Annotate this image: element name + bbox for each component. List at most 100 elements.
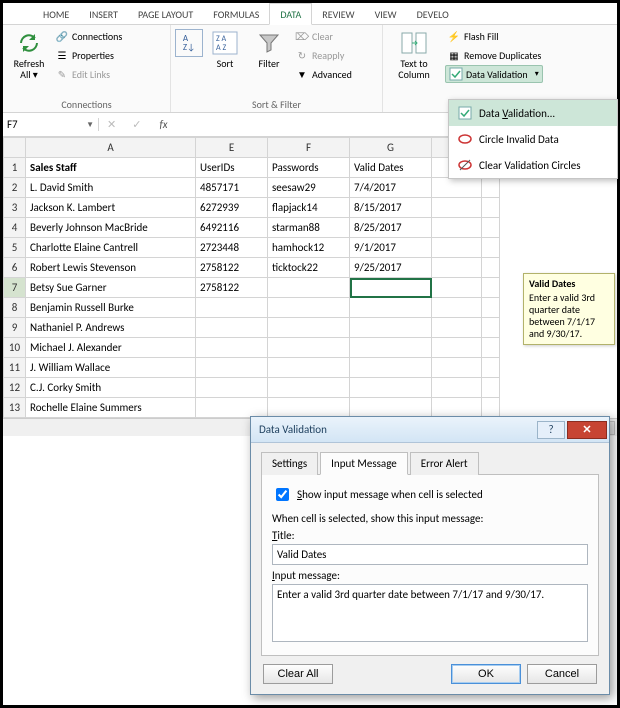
cell[interactable]: 8/25/2017 [350,218,432,238]
cell[interactable] [482,358,500,378]
cell[interactable] [482,198,500,218]
cell[interactable]: Passwords [268,158,350,178]
cell[interactable] [432,218,482,238]
cell[interactable] [196,378,268,398]
cell[interactable]: Rochelle Elaine Summers [26,398,196,418]
menu-data-validation[interactable]: Data Validation... [449,100,617,126]
cell[interactable]: 9/25/2017 [350,258,432,278]
cell[interactable] [482,218,500,238]
cell[interactable]: ticktock22 [268,258,350,278]
cell[interactable] [268,278,350,298]
refresh-all-button[interactable]: Refresh All ▾ [9,27,49,80]
text-to-columns-button[interactable]: Text to Column [389,27,439,80]
sort-button[interactable]: Z AA Z Sort [205,27,245,69]
row-header[interactable]: 6 [4,258,26,278]
col-header-G[interactable]: G [350,138,432,158]
cell[interactable] [350,398,432,418]
title-input[interactable] [272,544,588,565]
cell[interactable] [432,338,482,358]
cell[interactable] [350,278,432,298]
cell[interactable] [432,378,482,398]
advanced-filter-button[interactable]: ▼Advanced [293,65,354,83]
ok-button[interactable]: OK [451,664,521,684]
cell[interactable] [432,298,482,318]
cell[interactable]: UserIDs [196,158,268,178]
cell[interactable] [196,318,268,338]
cell[interactable] [268,398,350,418]
cell[interactable]: 9/1/2017 [350,238,432,258]
edit-links-button[interactable]: ✎Edit Links [53,65,124,83]
cell[interactable] [350,318,432,338]
cell[interactable] [432,198,482,218]
cell[interactable]: Michael J. Alexander [26,338,196,358]
row-header[interactable]: 1 [4,158,26,178]
cell[interactable] [482,298,500,318]
select-all-corner[interactable] [4,138,26,158]
cell[interactable] [350,338,432,358]
cell[interactable]: Beverly Johnson MacBride [26,218,196,238]
tab-view[interactable]: VIEW [365,4,407,24]
cell[interactable] [482,378,500,398]
dialog-help-button[interactable]: ? [537,421,565,439]
row-header[interactable]: 4 [4,218,26,238]
cell[interactable] [482,278,500,298]
cell[interactable]: Robert Lewis Stevenson [26,258,196,278]
name-box[interactable]: F7▼ [3,118,99,131]
cell[interactable]: 6272939 [196,198,268,218]
flash-fill-button[interactable]: ⚡Flash Fill [445,27,543,45]
cell[interactable]: Benjamin Russell Burke [26,298,196,318]
cell[interactable] [482,338,500,358]
cell[interactable] [482,238,500,258]
sort-az-button[interactable]: AZ↓ [177,27,201,57]
cell[interactable] [432,258,482,278]
cell[interactable] [432,238,482,258]
tab-page-layout[interactable]: PAGE LAYOUT [128,4,203,24]
cancel-formula-icon[interactable]: ✕ [99,118,124,131]
tab-insert[interactable]: INSERT [79,4,128,24]
cell[interactable] [196,398,268,418]
cell[interactable] [482,178,500,198]
clear-all-button[interactable]: Clear All [263,664,333,684]
cell[interactable]: L. David Smith [26,178,196,198]
cell[interactable] [482,318,500,338]
cell[interactable]: Nathaniel P. Andrews [26,318,196,338]
data-validation-split-button[interactable]: Data Validation ▾ [445,65,543,83]
cell[interactable] [432,358,482,378]
cell[interactable]: 7/4/2017 [350,178,432,198]
row-header[interactable]: 7 [4,278,26,298]
cell[interactable]: 2758122 [196,258,268,278]
cell[interactable]: 2758122 [196,278,268,298]
cell[interactable]: Sales Staff [26,158,196,178]
reapply-button[interactable]: ↻Reapply [293,46,354,64]
fx-icon[interactable]: fx [149,118,177,131]
dialog-titlebar[interactable]: Data Validation ? ✕ [251,417,609,443]
cell[interactable] [268,338,350,358]
show-input-message-checkbox[interactable] [276,488,289,501]
tab-developer[interactable]: DEVELO [407,4,459,24]
col-header-F[interactable]: F [268,138,350,158]
cell[interactable] [196,298,268,318]
cell[interactable]: J. William Wallace [26,358,196,378]
dialog-tab-error-alert[interactable]: Error Alert [410,452,479,475]
cancel-button[interactable]: Cancel [527,664,597,684]
dialog-tab-input-message[interactable]: Input Message [320,452,408,475]
row-header[interactable]: 8 [4,298,26,318]
row-header[interactable]: 9 [4,318,26,338]
cell[interactable]: Valid Dates [350,158,432,178]
clear-filter-button[interactable]: ⌦Clear [293,27,354,45]
cell[interactable]: 4857171 [196,178,268,198]
cell[interactable]: Jackson K. Lambert [26,198,196,218]
cell[interactable] [268,358,350,378]
col-header-E[interactable]: E [196,138,268,158]
row-header[interactable]: 12 [4,378,26,398]
cell[interactable] [196,338,268,358]
cell[interactable] [482,258,500,278]
col-header-A[interactable]: A [26,138,196,158]
row-header[interactable]: 5 [4,238,26,258]
cell[interactable]: flapjack14 [268,198,350,218]
tab-formulas[interactable]: FORMULAS [203,4,269,24]
row-header[interactable]: 11 [4,358,26,378]
cell[interactable]: Betsy Sue Garner [26,278,196,298]
cell[interactable]: seesaw29 [268,178,350,198]
dialog-tab-settings[interactable]: Settings [261,452,318,475]
